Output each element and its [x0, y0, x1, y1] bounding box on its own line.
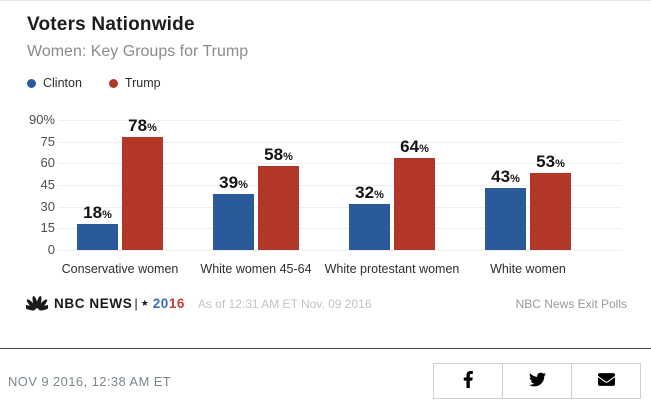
bar-group: 32% 64%: [324, 120, 460, 250]
bar-trump: 58%: [258, 146, 299, 250]
y-axis-tick: 45: [40, 177, 55, 192]
bar-group: 39% 58%: [188, 120, 324, 250]
category-label: White women 45-64: [200, 262, 312, 276]
bar-trump: 64%: [394, 138, 435, 250]
legend-label: Clinton: [43, 76, 82, 90]
share-buttons: [433, 363, 641, 399]
brand-year-blue: 20: [152, 296, 169, 311]
bar-value-label: 78%: [128, 116, 157, 135]
legend-item-clinton: Clinton: [27, 76, 82, 90]
y-axis-tick: 90%: [28, 112, 55, 127]
y-axis-tick: 60: [40, 155, 55, 171]
gridline: [58, 141, 622, 143]
email-icon: [597, 371, 615, 391]
gridline: [58, 228, 622, 230]
y-axis-tick: 30: [40, 198, 55, 214]
bar-value-label: 32%: [355, 183, 384, 202]
legend-label: Trump: [124, 76, 161, 90]
bar-chart: 90% 75 60 45 30 15 0 18% 78% Conservative women 39…: [0, 98, 651, 278]
share-twitter-button[interactable]: [502, 363, 572, 399]
bar-value-label: 53%: [536, 152, 565, 171]
as-of-timestamp: As of 12:31 AM ET Nov. 09 2016: [197, 296, 372, 311]
legend-dot-trump: [108, 78, 118, 88]
article-meta-row: NOV 9 2016, 12:38 AM ET: [0, 349, 651, 399]
bar-value-label: 64%: [400, 137, 429, 156]
bar-trump: 53%: [530, 153, 571, 250]
bar-value-label: 58%: [264, 145, 293, 164]
brand-year: 2016: [153, 296, 185, 311]
twitter-icon: [528, 371, 546, 391]
exit-poll-card: Voters Nationwide Women: Key Groups for …: [0, 14, 651, 399]
y-axis-tick: 0: [47, 242, 55, 257]
category-label: White protestant women: [324, 262, 460, 276]
plot-area: 18% 78% Conservative women 39% 58% White wome…: [52, 117, 596, 280]
bar-clinton: 43%: [485, 168, 526, 250]
bar-trump: 78%: [122, 117, 163, 250]
legend-item-trump: Trump: [108, 76, 161, 90]
chart-subtitle: Women: Key Groups for Trump: [27, 43, 249, 60]
bar-value-label: 43%: [491, 167, 520, 186]
gridline: [58, 163, 622, 165]
facebook-icon: [463, 371, 474, 391]
brand-year-red: 16: [168, 296, 185, 311]
gridline: [58, 250, 622, 251]
bar-clinton: 39%: [213, 174, 254, 250]
share-email-button[interactable]: [571, 363, 641, 399]
brand-row: NBC NEWS | ★ 2016 As of 12:31 AM ET Nov.…: [26, 296, 627, 311]
legend-dot-clinton: [27, 78, 36, 88]
category-label: Conservative women: [61, 262, 179, 276]
nbc-peacock-icon: [26, 296, 48, 311]
gridline: [58, 185, 622, 186]
brand-name: NBC NEWS: [54, 296, 133, 311]
bar-clinton: 32%: [349, 184, 390, 250]
share-facebook-button[interactable]: [433, 363, 503, 399]
brand-separator: |: [134, 296, 138, 311]
chart-title: Voters Nationwide: [27, 14, 195, 35]
source-label: NBC News Exit Polls: [515, 296, 627, 311]
bar-group: 43% 53%: [460, 120, 596, 250]
y-axis-tick: 75: [40, 133, 55, 149]
y-axis-tick: 15: [40, 220, 55, 236]
chart-legend: Clinton Trump: [27, 76, 651, 90]
bar-value-label: 18%: [83, 203, 112, 222]
bar-clinton: 18%: [77, 204, 118, 250]
bar-group: 18% 78%: [52, 117, 188, 250]
divider: [0, 348, 651, 349]
article-timestamp: NOV 9 2016, 12:38 AM ET: [8, 373, 172, 389]
gridline: [58, 120, 622, 121]
category-label: White women: [490, 262, 566, 276]
bar-value-label: 39%: [219, 173, 248, 192]
gridline: [58, 206, 622, 208]
star-icon: ★: [140, 298, 149, 308]
